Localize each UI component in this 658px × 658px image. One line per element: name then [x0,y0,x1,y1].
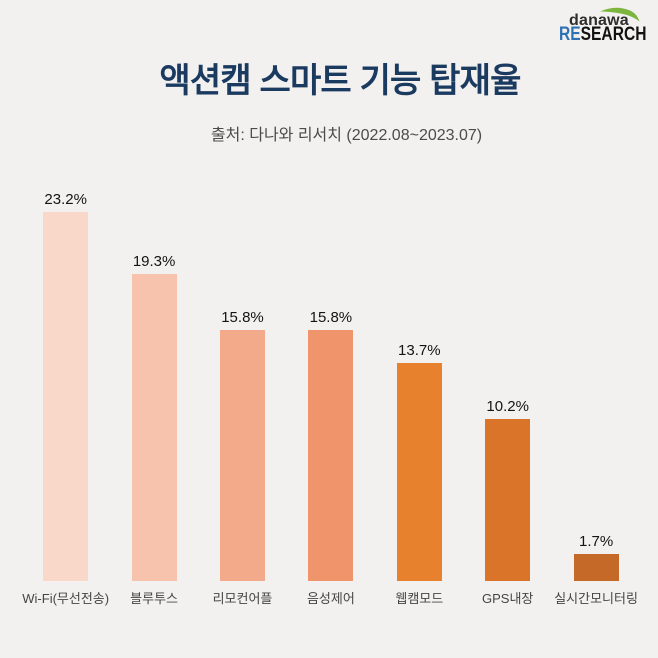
bar-2 [131,273,177,581]
bar-category-label: 블루투스 [130,590,179,606]
bar-category-label: GPS내장 [482,590,534,606]
bar-value-label: 15.8% [221,308,264,326]
bar-value-label: 23.2% [44,190,87,208]
danawa-research-logo: danawa RESEARCH [0,0,658,50]
bar-category-label: Wi-Fi(무선전송) [22,590,110,606]
logo-research-re: RE [559,24,581,45]
bar-4 [308,329,354,581]
bar-value-label: 1.7% [578,532,614,550]
bar-value-label: 10.2% [486,397,529,415]
bar-category-label: 음성제어 [306,590,355,606]
bar-value-label: 15.8% [309,308,353,326]
chart-source: 출처: 다나와 리서치 (2022.08~2023.07) [210,127,483,144]
bar-7 [573,553,619,581]
bar-category-label: 리모컨어플 [212,590,273,606]
bar-category-label: 실시간모니터링 [554,590,638,606]
logo-brand-text: danawa [569,12,629,29]
bar-value-label: 19.3% [132,252,176,270]
bar-5 [396,362,442,581]
logo-research-text: RESEARCH [559,24,646,46]
bar-6 [485,418,531,581]
bar-value-label: 13.7% [398,341,441,359]
bar-1 [43,211,89,581]
logo-swoosh-icon [600,7,640,22]
chart-title: 액션캠 스마트 기능 탑재율 [159,62,521,100]
bar-3 [220,329,265,581]
bar-category-label: 웹캠모드 [395,590,444,606]
logo-research-search: SEARCH [580,24,647,45]
